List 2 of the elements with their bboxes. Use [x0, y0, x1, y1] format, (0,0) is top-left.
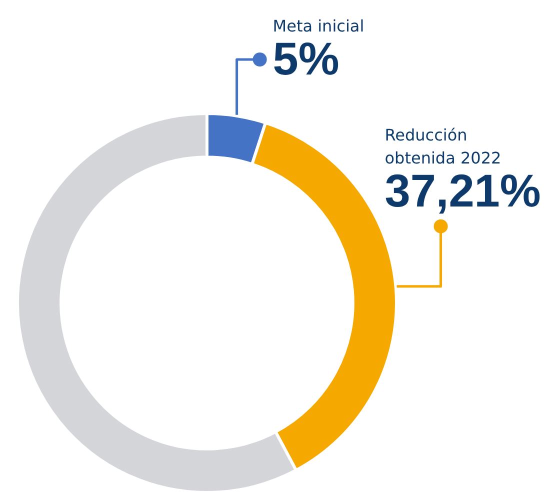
data-label: 5%: [272, 32, 340, 84]
slice-label: Meta inicial: [272, 16, 364, 36]
